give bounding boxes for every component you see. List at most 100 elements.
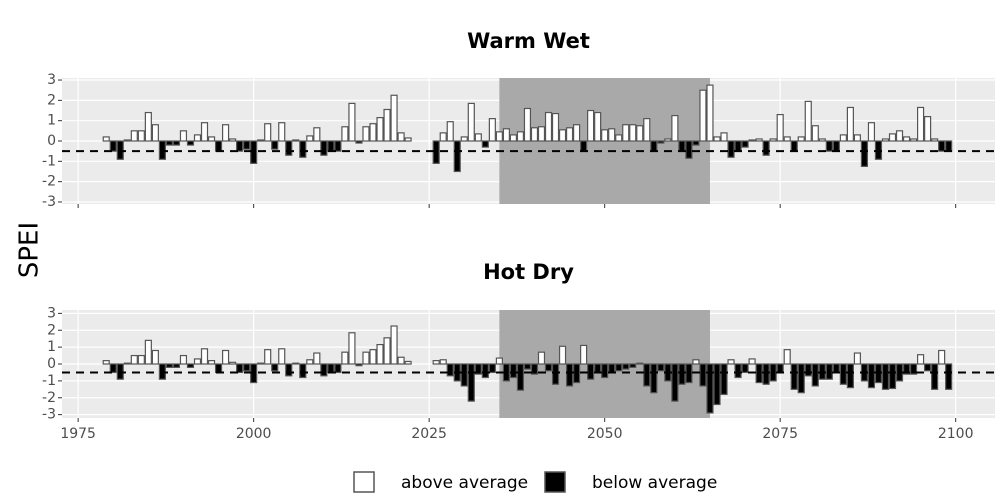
bar — [397, 132, 405, 142]
bar — [229, 138, 237, 142]
bar — [650, 363, 658, 394]
bar — [306, 359, 314, 365]
y-tick-label: 0 — [47, 133, 56, 149]
bar — [748, 358, 756, 365]
bar — [727, 359, 735, 365]
bar — [587, 109, 595, 142]
bar — [945, 140, 953, 152]
bar — [615, 363, 623, 372]
bar — [376, 343, 384, 365]
bar — [271, 363, 279, 372]
bar — [881, 138, 890, 142]
bar — [453, 140, 461, 173]
bar — [495, 357, 503, 365]
bar — [109, 140, 117, 152]
bar — [285, 140, 293, 156]
bar — [678, 363, 686, 385]
bar — [924, 116, 932, 142]
bar — [334, 140, 342, 152]
bar — [285, 363, 293, 377]
y-tick-label: -2 — [42, 390, 56, 406]
bar — [853, 352, 861, 365]
y-tick-label: 1 — [47, 113, 56, 129]
bar — [558, 129, 567, 142]
bar — [313, 127, 321, 142]
bar — [769, 138, 777, 142]
bar — [278, 348, 286, 365]
bar — [811, 363, 819, 387]
bar — [797, 363, 805, 394]
bar — [229, 361, 237, 365]
x-tick-label: 2025 — [411, 426, 447, 442]
bar — [158, 140, 166, 160]
bar — [657, 140, 665, 144]
bar — [243, 140, 251, 150]
bar — [362, 351, 370, 365]
bar — [355, 363, 363, 367]
bar — [116, 140, 124, 160]
bar — [551, 363, 560, 385]
y-tick-label: 1 — [47, 339, 56, 355]
bar — [369, 123, 377, 142]
y-tick-label: 2 — [47, 322, 56, 338]
bar — [853, 134, 861, 142]
bar — [292, 139, 300, 142]
bar — [144, 111, 152, 142]
bar — [200, 348, 209, 365]
bar — [565, 363, 574, 387]
bar — [137, 130, 145, 142]
bar — [839, 363, 847, 385]
bar — [193, 358, 202, 365]
bar — [909, 138, 918, 142]
bar — [650, 140, 658, 152]
x-tick-label: 2000 — [236, 426, 272, 442]
bar — [544, 111, 553, 142]
bar — [200, 122, 209, 142]
bar — [376, 117, 384, 142]
bar — [144, 339, 152, 365]
bar — [130, 130, 138, 142]
bar — [299, 140, 307, 158]
bar — [622, 124, 630, 142]
bar — [601, 129, 609, 142]
bar — [397, 356, 405, 365]
bar — [264, 349, 272, 365]
bar — [327, 363, 335, 374]
bar — [530, 127, 539, 142]
bar — [102, 360, 110, 365]
bar — [594, 363, 602, 374]
bar — [306, 135, 314, 142]
bar — [874, 140, 883, 160]
bar — [439, 132, 447, 142]
bar — [720, 363, 728, 395]
bar — [565, 127, 574, 142]
bar — [123, 362, 131, 365]
bar — [278, 122, 286, 142]
bar — [804, 363, 812, 377]
bar — [320, 140, 328, 156]
bar — [692, 359, 700, 365]
bar — [783, 136, 791, 142]
y-tick-label: -3 — [42, 194, 56, 210]
bar — [467, 102, 475, 142]
bar — [474, 363, 482, 375]
bar — [207, 360, 216, 365]
bar — [846, 363, 854, 389]
bar — [516, 131, 525, 142]
bar — [580, 140, 588, 152]
bar — [250, 140, 258, 164]
y-tick-label: 2 — [47, 92, 56, 108]
bar — [931, 363, 939, 390]
bar — [243, 363, 251, 372]
bar — [895, 363, 904, 382]
bar — [502, 363, 510, 382]
bar — [888, 133, 897, 142]
bar — [804, 100, 812, 142]
bar — [825, 140, 833, 152]
bar — [734, 140, 742, 152]
bar — [207, 136, 216, 142]
bar — [790, 363, 798, 390]
bar — [530, 363, 539, 375]
bar — [678, 140, 686, 152]
bar — [832, 363, 840, 374]
